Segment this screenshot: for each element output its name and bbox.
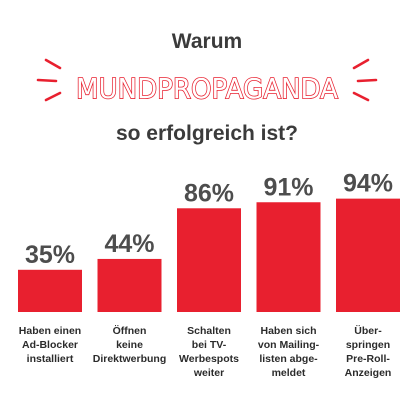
- category-label-1: Haben einen Ad-Blocker installiert: [19, 325, 81, 365]
- bar-1: [18, 269, 82, 312]
- category-label-line: Pre-Roll-: [346, 353, 390, 365]
- bar-2: [97, 258, 162, 312]
- headline-line-3: so erfolgreich ist?: [116, 122, 298, 145]
- value-label-2: 44%: [104, 230, 154, 258]
- category-label-5: Über-springen Pre-Roll- Anzeigen: [345, 324, 392, 379]
- bar-series: [18, 198, 400, 312]
- category-label-line: Öffnen: [113, 324, 147, 337]
- bar-4: [256, 202, 321, 312]
- bar-5: [336, 198, 400, 312]
- headline-highlight: MUNDPROPAGANDA: [76, 72, 338, 105]
- category-label-line: weiter: [193, 367, 224, 379]
- category-label-line: springen: [346, 339, 390, 351]
- category-label-line: listen abge-: [259, 353, 318, 365]
- category-label-line: keine: [116, 339, 143, 351]
- category-label-line: Haben sich: [260, 325, 316, 337]
- bar-3: [177, 208, 241, 312]
- value-label-4: 91%: [263, 173, 313, 201]
- category-label-line: Anzeigen: [345, 367, 392, 379]
- burst-left-decoration: [36, 58, 62, 102]
- category-label-line: Schalten: [187, 325, 231, 337]
- category-label-line: Werbespots: [179, 353, 239, 365]
- headline-line-1: Warum: [172, 30, 242, 53]
- burst-right-decoration: [352, 58, 378, 102]
- value-label-1: 35%: [25, 241, 75, 269]
- category-label-3: Schalten bei TV- Werbespots weiter: [179, 325, 239, 379]
- category-label-line: Haben einen: [19, 325, 81, 337]
- value-label-3: 86%: [184, 179, 234, 207]
- category-label-line: Direktwerbung: [93, 353, 167, 365]
- category-label-4: Haben sich von Mailing-listen abge-meldet: [258, 325, 320, 379]
- category-label-line: installiert: [27, 353, 74, 365]
- value-labels: 35% 44% 86% 91% 94%: [25, 170, 393, 269]
- category-label-line: bei TV-: [192, 339, 227, 351]
- category-label-line: meldet: [272, 367, 306, 379]
- category-label-line: Ad-Blocker: [22, 339, 78, 351]
- category-label-line: von Mailing-: [258, 339, 320, 351]
- value-label-5: 94%: [343, 170, 393, 198]
- category-labels: Haben einen Ad-Blocker installiert Öffnen ke…: [19, 324, 392, 379]
- category-label-line: Über-: [354, 324, 382, 337]
- category-label-2: Öffnen keine Direktwerbung: [93, 324, 167, 365]
- header: Warum MUNDPROPAGANDA so erfolgreich ist?: [36, 30, 378, 145]
